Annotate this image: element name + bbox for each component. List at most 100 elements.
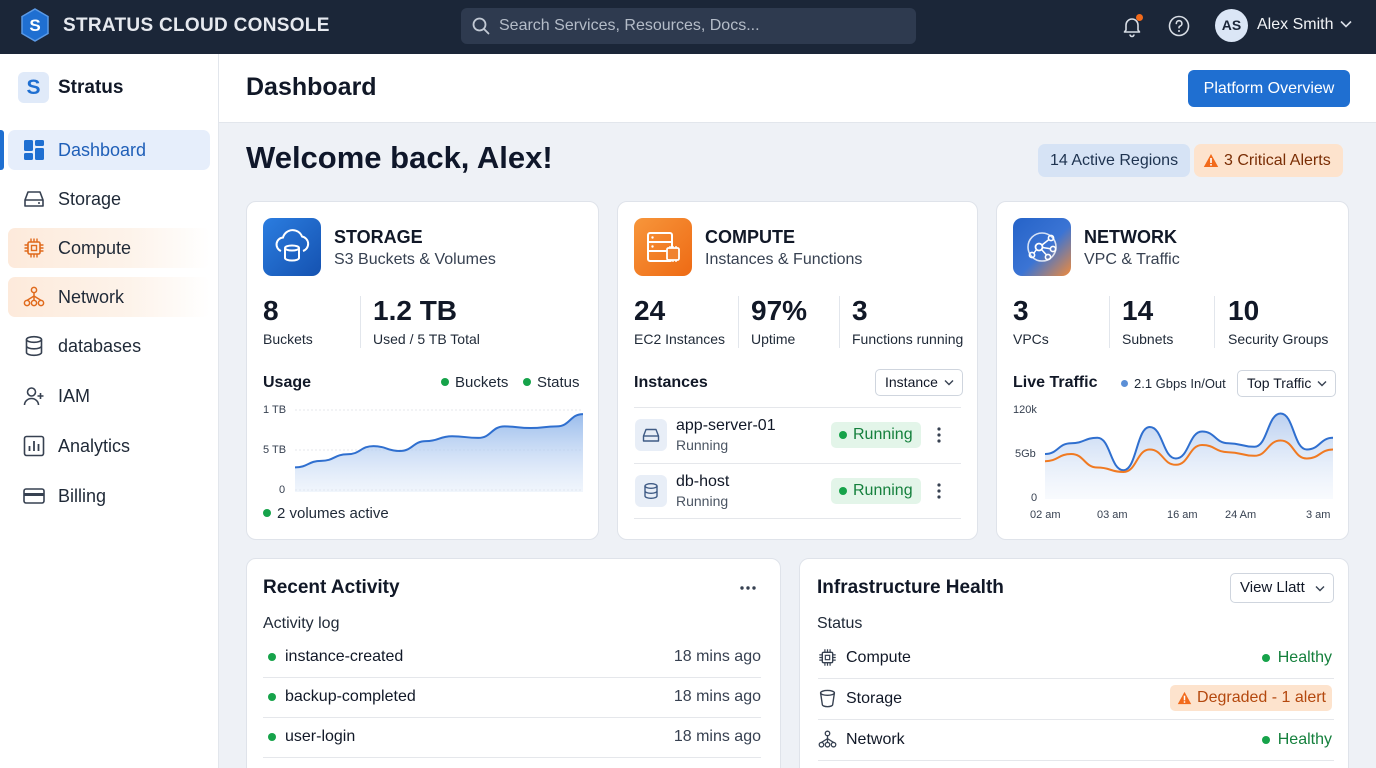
view-filter-select[interactable]: View Llatt (1230, 573, 1334, 603)
activity-row[interactable]: instance-created 18 mins ago (263, 638, 761, 678)
credit-card-icon (23, 488, 45, 504)
instance-row[interactable]: db-host Running Running (634, 463, 961, 519)
legend-buckets: Buckets (441, 374, 508, 391)
divider (1214, 296, 1215, 348)
stat-label: Security Groups (1228, 331, 1329, 347)
help-button[interactable] (1167, 14, 1191, 38)
stat-label: Uptime (751, 331, 796, 347)
network-title: NETWORK (1084, 227, 1177, 247)
global-search[interactable] (461, 8, 916, 44)
notification-dot (1136, 14, 1143, 21)
usage-title: Usage (263, 374, 312, 391)
traffic-rate-label: 2.1 Gbps In/Out (1134, 376, 1226, 391)
page-title: Dashboard (246, 73, 377, 101)
sidebar-item-billing[interactable]: Billing (8, 476, 210, 516)
activity-time: 18 mins ago (673, 728, 761, 745)
stat-value: 24 (634, 295, 666, 326)
more-vertical-icon[interactable] (934, 425, 944, 445)
activity-event: instance-created (285, 648, 404, 665)
chip-icon (819, 649, 836, 666)
instance-filter-select[interactable]: Instance (875, 369, 963, 396)
legend-label: Status (537, 374, 580, 391)
chevron-down-icon[interactable] (1340, 20, 1352, 28)
chart-area-fill (295, 414, 583, 492)
instance-icon-box (635, 475, 667, 507)
x-tick-label: 03 am (1097, 509, 1128, 521)
server-icon (647, 232, 680, 262)
stat-value: 10 (1228, 295, 1260, 326)
sidebar-item-label: Storage (58, 189, 122, 209)
health-service-name: Storage (846, 690, 903, 707)
status-badge: Running (831, 422, 921, 448)
sidebar-item-network[interactable]: Network (8, 277, 210, 317)
network-icon (818, 730, 837, 748)
sidebar-item-databases[interactable]: databases (8, 326, 210, 366)
sidebar-item-label: Dashboard (58, 140, 147, 160)
stratus-logo-icon[interactable]: S (20, 8, 50, 42)
cloud-storage-icon (275, 229, 310, 262)
stat-value: 3 (852, 295, 868, 326)
health-status: Healthy (1261, 649, 1332, 667)
sidebar-item-iam[interactable]: IAM (8, 376, 210, 416)
legend-dot (1121, 380, 1128, 387)
sidebar-item-label: Network (58, 287, 125, 307)
app-name: Stratus (58, 77, 124, 98)
network-tile (1013, 218, 1071, 276)
database-icon (644, 483, 658, 499)
svg-text:S: S (29, 16, 40, 35)
stat-label: EC2 Instances (634, 331, 726, 347)
activity-event: user-login (285, 728, 356, 745)
top-bar: S STRATUS CLOUD CONSOLE AS Alex Smith (0, 0, 1376, 54)
storage-tile (263, 218, 321, 276)
sidebar-item-dashboard[interactable]: Dashboard (8, 130, 210, 170)
health-row-storage[interactable]: Storage Degraded - 1 alert (818, 679, 1334, 720)
more-horizontal-icon[interactable] (739, 585, 757, 591)
activity-time: 18 mins ago (673, 688, 761, 705)
divider (839, 296, 840, 348)
infrastructure-health-card: Infrastructure Health View Llatt Status … (799, 558, 1349, 768)
legend-status: Status (523, 374, 580, 391)
live-traffic-title: Live Traffic (1013, 374, 1098, 391)
stat-label: Subnets (1122, 331, 1174, 347)
storage-subtitle: S3 Buckets & Volumes (334, 251, 496, 268)
health-status: Healthy (1261, 731, 1332, 749)
live-traffic-line-chart (1045, 412, 1333, 499)
storage-title: STORAGE (334, 227, 423, 247)
legend-label: Buckets (455, 374, 509, 391)
instance-name: db-host (676, 473, 730, 490)
health-row-compute[interactable]: Compute Healthy (818, 638, 1334, 679)
activity-row[interactable]: user-login 18 mins ago (263, 718, 761, 758)
sidebar-item-label: Analytics (58, 436, 131, 456)
sidebar-item-label: Compute (58, 238, 132, 258)
user-avatar[interactable]: AS (1215, 9, 1248, 42)
usage-area-chart (295, 409, 583, 492)
active-regions-badge[interactable]: 14 Active Regions (1038, 144, 1191, 177)
instance-state: Running (676, 493, 729, 509)
x-tick-label: 16 am (1167, 509, 1198, 521)
legend-dot (441, 378, 449, 386)
platform-overview-button[interactable]: Platform Overview (1188, 70, 1350, 107)
active-indicator (0, 130, 4, 170)
compute-tile (634, 218, 692, 276)
instances-title: Instances (634, 374, 708, 391)
instance-row[interactable]: app-server-01 Running Running (634, 407, 961, 463)
sidebar-item-compute[interactable]: Compute (8, 228, 210, 268)
health-row-network[interactable]: Network Healthy (818, 720, 1334, 761)
select-value: Instance (885, 374, 938, 390)
sidebar-item-storage[interactable]: Storage (8, 179, 210, 219)
notifications-button[interactable] (1120, 14, 1144, 38)
sidebar-item-analytics[interactable]: Analytics (8, 426, 210, 466)
series-line-1 (295, 413, 583, 469)
status-dot (268, 733, 276, 741)
user-name[interactable]: Alex Smith (1257, 16, 1334, 33)
chevron-down-icon (1315, 586, 1325, 592)
search-input[interactable] (499, 8, 899, 44)
bar-chart-icon (23, 435, 45, 457)
more-vertical-icon[interactable] (934, 481, 944, 501)
chip-icon (24, 238, 44, 258)
critical-alerts-badge[interactable]: 3 Critical Alerts (1194, 144, 1343, 177)
instance-state: Running (676, 437, 729, 453)
top-traffic-select[interactable]: Top Traffic (1237, 370, 1337, 397)
stat-value: 1.2 TB (373, 295, 458, 326)
activity-row[interactable]: backup-completed 18 mins ago (263, 678, 761, 718)
